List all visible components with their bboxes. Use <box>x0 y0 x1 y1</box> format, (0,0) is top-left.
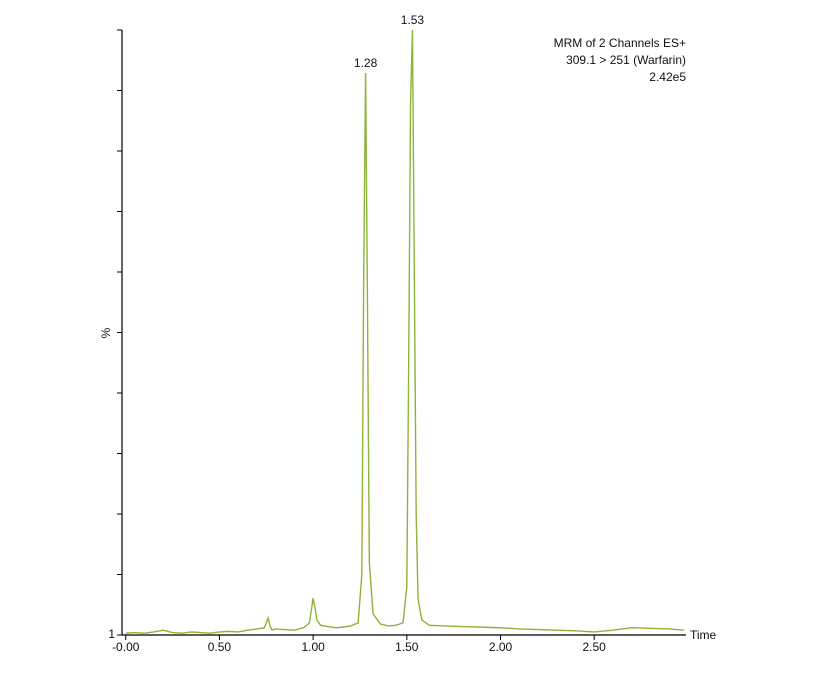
x-tick-label: 0.50 <box>208 640 232 654</box>
x-tick-label: 1.00 <box>301 640 325 654</box>
trace <box>125 29 685 634</box>
peak-label: 1.53 <box>401 13 425 27</box>
x-tick-label: 1.50 <box>395 640 419 654</box>
annotation: 309.1 > 251 (Warfarin) <box>566 53 686 67</box>
x-tick-label: -0.00 <box>112 640 140 654</box>
peak-label: 1.28 <box>354 56 378 70</box>
annotation: 2.42e5 <box>649 70 686 84</box>
x-tick-label: 2.00 <box>489 640 513 654</box>
annotation: MRM of 2 Channels ES+ <box>554 36 686 50</box>
y-axis-label: % <box>99 327 113 338</box>
y-tick-label: 1 <box>108 627 115 641</box>
x-axis-label: Time <box>690 628 717 642</box>
x-tick-label: 2.50 <box>583 640 607 654</box>
